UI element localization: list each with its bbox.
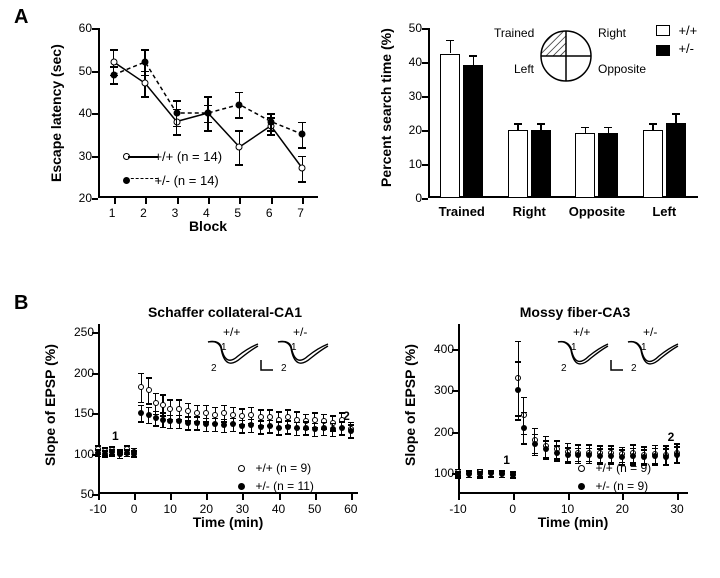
pa-left-ylabel: Escape latency (sec) bbox=[48, 38, 64, 188]
svg-text:2: 2 bbox=[561, 363, 567, 374]
svg-text:+/+: +/+ bbox=[573, 326, 590, 339]
svg-text:+/-: +/- bbox=[643, 326, 657, 339]
pa-right-legend-1: +/- bbox=[678, 41, 694, 56]
svg-text:1: 1 bbox=[641, 342, 647, 353]
panel-a-left-chart: +/+ (n = 14) +/- (n = 14) 20304050601234… bbox=[40, 18, 340, 258]
pb-right-ylabel: Slope of EPSP (%) bbox=[402, 330, 418, 480]
pa-inset-circle bbox=[538, 28, 594, 84]
pb-left-legend-0: +/+ (n = 9) bbox=[255, 461, 311, 475]
svg-text:2: 2 bbox=[631, 363, 637, 374]
pb-right-inset: +/+ 21 +/- 21 bbox=[553, 326, 693, 374]
svg-text:1: 1 bbox=[571, 342, 577, 353]
pb-right-title: Mossy fiber-CA3 bbox=[455, 304, 695, 320]
pa-left-xlabel: Block bbox=[98, 218, 318, 234]
pa-inset-l-opposite: Opposite bbox=[598, 62, 646, 76]
pb-left-legend-1: +/- (n = 11) bbox=[255, 479, 313, 493]
panel-b-right-chart: Mossy fiber-CA3 12 +/+ 21 +/- 21 +/+ (n … bbox=[400, 310, 710, 560]
panel-b-label: B bbox=[14, 292, 28, 315]
pa-left-legend-1: +/- (n = 14) bbox=[154, 173, 218, 188]
panel-a-label: A bbox=[14, 6, 28, 29]
svg-text:1: 1 bbox=[221, 342, 227, 353]
svg-text:2: 2 bbox=[281, 363, 287, 374]
pa-right-legend-0: +/+ bbox=[678, 23, 697, 38]
pb-right-legend-0: +/+ (n = 9) bbox=[595, 461, 651, 475]
panel-a-right-chart: Trained Right Left Opposite +/+ +/- 0102… bbox=[370, 18, 710, 258]
pb-right-legend-1: +/- (n = 9) bbox=[595, 479, 648, 493]
pb-left-ylabel: Slope of EPSP (%) bbox=[42, 330, 58, 480]
svg-text:+/+: +/+ bbox=[223, 326, 240, 339]
svg-text:+/-: +/- bbox=[293, 326, 307, 339]
svg-text:2: 2 bbox=[211, 363, 217, 374]
panel-b-left-chart: Schaffer collateral-CA1 12 +/+ 21 +/- 21… bbox=[40, 310, 360, 560]
pb-left-title: Schaffer collateral-CA1 bbox=[100, 304, 350, 320]
svg-text:1: 1 bbox=[291, 342, 297, 353]
pb-left-xlabel: Time (min) bbox=[98, 514, 358, 530]
pb-right-xlabel: Time (min) bbox=[458, 514, 688, 530]
pa-inset-l-right: Right bbox=[598, 26, 626, 40]
pa-inset-l-trained: Trained bbox=[494, 26, 534, 40]
pa-left-legend-0: +/+ (n = 14) bbox=[154, 149, 222, 164]
pb-left-inset: +/+ 21 +/- 21 bbox=[203, 326, 343, 374]
pa-inset-l-left: Left bbox=[514, 62, 534, 76]
pa-right-ylabel: Percent search time (%) bbox=[378, 28, 394, 188]
